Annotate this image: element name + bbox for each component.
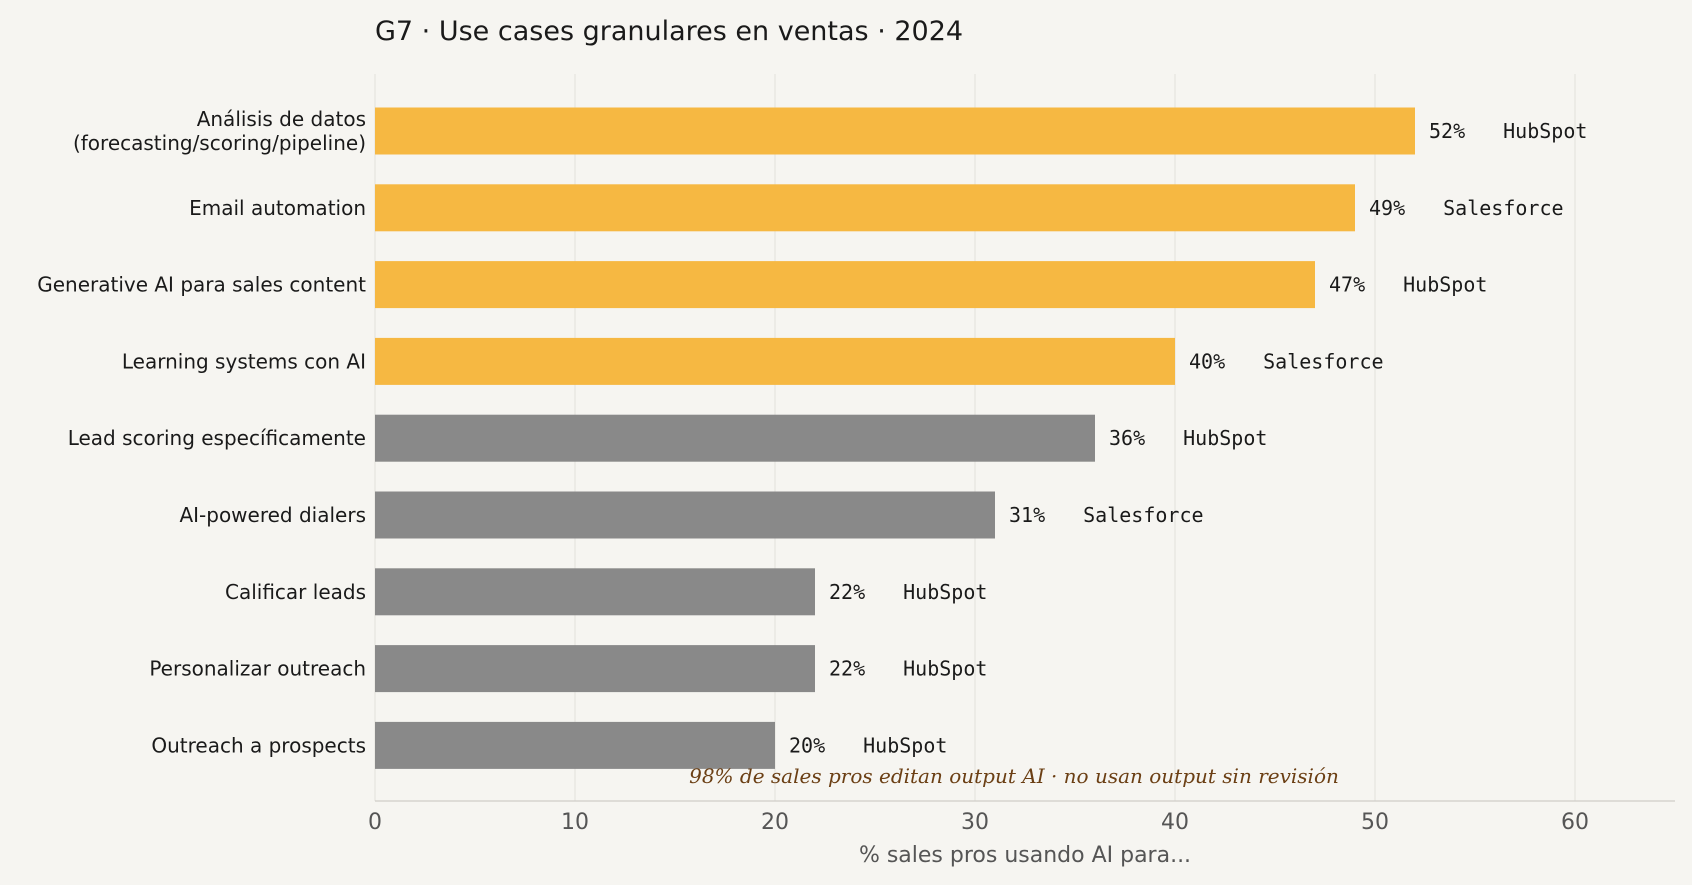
category-label-line: Generative AI para sales content [37, 273, 366, 297]
bar [375, 184, 1355, 232]
value-labels: 52% HubSpot 49% Salesforce 47% HubSpot 40% Sale… [789, 119, 1587, 757]
bar [375, 491, 995, 539]
value-number: 31% [1009, 503, 1045, 527]
source-label: HubSpot [903, 580, 987, 604]
bar [375, 107, 1415, 155]
bars [375, 107, 1415, 769]
category-label-line: AI-powered dialers [179, 503, 366, 527]
bar [375, 721, 775, 769]
category-labels: Análisis de datos (forecasting/scoring/pi… [37, 107, 366, 757]
source-label: HubSpot [1403, 273, 1487, 297]
source-label: HubSpot [903, 657, 987, 681]
x-tick-label: 30 [961, 810, 989, 835]
bar [375, 414, 1095, 462]
x-tick-label: 0 [368, 810, 382, 835]
value-label: 49% Salesforce [1369, 196, 1564, 220]
value-label: 36% HubSpot [1109, 426, 1267, 450]
category-label-line: Learning systems con AI [122, 349, 366, 373]
value-number: 22% [829, 657, 865, 681]
x-axis-ticks: 0 10 20 30 40 50 60 [368, 810, 1589, 835]
value-number: 36% [1109, 426, 1145, 450]
value-label: 22% HubSpot [829, 657, 987, 681]
category-label-line: Personalizar outreach [149, 657, 366, 681]
source-label: HubSpot [1183, 426, 1267, 450]
value-label: 22% HubSpot [829, 580, 987, 604]
category-label: Generative AI para sales content [37, 273, 366, 297]
source-label: Salesforce [1443, 196, 1563, 220]
category-label: Calificar leads [225, 580, 366, 604]
value-number: 52% [1429, 119, 1465, 143]
category-label-line: (forecasting/scoring/pipeline) [73, 131, 366, 155]
value-number: 49% [1369, 196, 1405, 220]
bar [375, 568, 815, 616]
category-label: Personalizar outreach [149, 657, 366, 681]
chart-annotation: 98% de sales pros editan output AI · no … [689, 764, 1339, 788]
value-label: 40% Salesforce [1189, 349, 1384, 373]
category-label: AI-powered dialers [179, 503, 366, 527]
category-label-line: Calificar leads [225, 580, 366, 604]
chart-title: G7 · Use cases granulares en ventas · 20… [375, 16, 963, 47]
source-label: HubSpot [863, 733, 947, 757]
category-label-line: Outreach a prospects [151, 733, 366, 757]
value-label: 52% HubSpot [1429, 119, 1587, 143]
category-label: Outreach a prospects [151, 733, 366, 757]
x-tick-label: 40 [1161, 810, 1189, 835]
category-label: Learning systems con AI [122, 349, 366, 373]
source-label: Salesforce [1083, 503, 1203, 527]
category-label-line: Email automation [189, 196, 366, 220]
value-number: 20% [789, 733, 825, 757]
source-label: HubSpot [1503, 119, 1587, 143]
category-label-line: Lead scoring específicamente [68, 426, 366, 450]
x-axis-label: % sales pros usando AI para... [859, 843, 1191, 868]
value-label: 31% Salesforce [1009, 503, 1204, 527]
value-number: 47% [1329, 273, 1365, 297]
value-label: 47% HubSpot [1329, 273, 1487, 297]
value-number: 22% [829, 580, 865, 604]
category-label-line: Análisis de datos [197, 107, 366, 131]
value-label: 20% HubSpot [789, 733, 947, 757]
x-tick-label: 60 [1561, 810, 1589, 835]
bar [375, 645, 815, 693]
value-number: 40% [1189, 349, 1225, 373]
x-tick-label: 50 [1361, 810, 1389, 835]
category-label: Análisis de datos (forecasting/scoring/pi… [73, 107, 366, 155]
category-label: Email automation [189, 196, 366, 220]
source-label: Salesforce [1263, 349, 1383, 373]
x-tick-label: 10 [561, 810, 589, 835]
category-label: Lead scoring específicamente [68, 426, 366, 450]
x-tick-label: 20 [761, 810, 789, 835]
bar [375, 337, 1175, 385]
bar [375, 261, 1315, 309]
